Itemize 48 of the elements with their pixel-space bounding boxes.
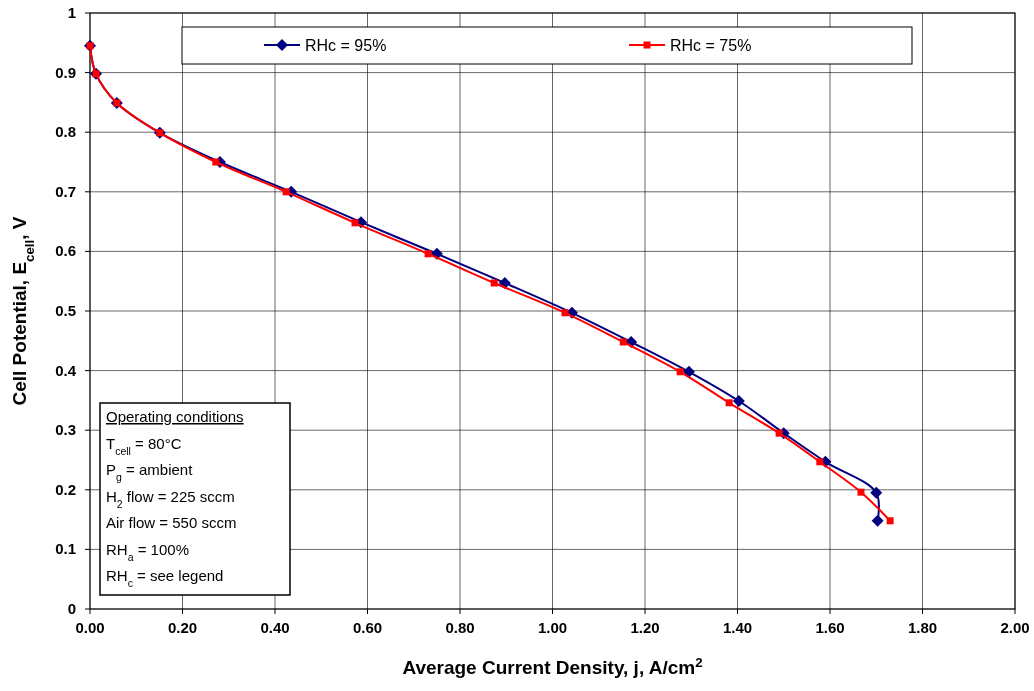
x-tick-label: 0.40 [260, 619, 290, 636]
point [870, 486, 883, 499]
x-tick-label: 0.00 [75, 619, 105, 636]
point [282, 188, 290, 196]
annotation: H$_{2}$ flow = 225 sccm [106, 487, 235, 510]
legend-label: RHc = 95% [305, 37, 387, 54]
y-tick-label: 0.3 [55, 421, 76, 439]
point [857, 488, 865, 496]
x-tick-label: 0.20 [167, 619, 198, 636]
point [676, 368, 684, 376]
point [775, 429, 783, 437]
x-axis-title: Average Current Density, j, A/cm$^{2}$ [402, 654, 703, 678]
x-tick-label: 2.00 [1000, 619, 1030, 636]
point [424, 250, 432, 258]
y-tick-label: 0.5 [55, 302, 76, 319]
point [725, 399, 733, 407]
y-tick-label: 0.6 [55, 242, 76, 260]
point [490, 279, 498, 287]
x-tick-label: 1.80 [907, 619, 938, 636]
legend-label: RHc = 75% [670, 37, 752, 54]
point [351, 219, 359, 227]
point [561, 309, 569, 317]
point [816, 458, 824, 466]
annotation: RH$_{c}$ = see legend [106, 567, 224, 589]
annotation: Air flow = 550 sccm [106, 514, 237, 531]
y-tick-label: 0.7 [55, 182, 76, 200]
annotation: RH$_{a}$ = 100% [106, 540, 189, 563]
y-tick-label: 0.4 [55, 361, 77, 379]
y-tick-label: 0 [67, 600, 76, 617]
y-tick-label: 0.9 [55, 63, 76, 81]
y-tick-label: 0.8 [55, 123, 76, 141]
x-tick-label: 0.60 [352, 619, 383, 636]
y-tick-label: 1 [67, 4, 76, 21]
x-tick-label: 0.80 [445, 619, 475, 636]
point [732, 395, 745, 407]
y-tick-label: 0.2 [55, 480, 76, 498]
x-tick-label: 1.20 [630, 619, 660, 636]
y-tick-label: 0.1 [55, 540, 76, 558]
annotation: P$_{g}$ = ambient [106, 461, 194, 483]
point [212, 158, 220, 166]
annotation: T$_{cell}$ = 80°C [106, 434, 182, 457]
x-tick-label: 1.60 [815, 619, 845, 636]
x-tick-label: 1.40 [722, 619, 753, 636]
annotation: Operating conditions [106, 408, 244, 425]
point [871, 514, 884, 527]
point [886, 517, 894, 525]
x-tick-label: 1.00 [537, 619, 568, 636]
point [619, 338, 627, 346]
